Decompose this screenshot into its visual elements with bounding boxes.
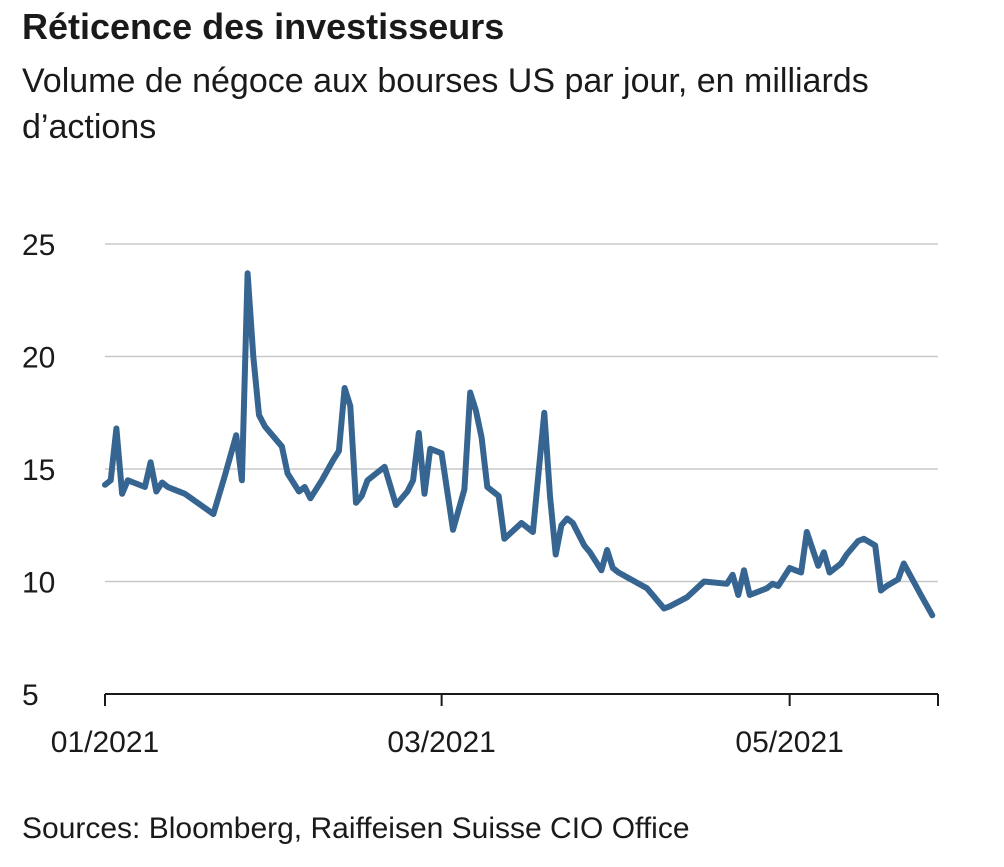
y-tick-label: 10 [22,567,55,600]
y-tick-label: 25 [22,229,55,262]
y-tick-label: 5 [22,679,39,712]
x-tick-label: 05/2021 [735,726,843,759]
source-note: Sources: Bloomberg, Raiffeisen Suisse CI… [22,812,690,845]
x-tick-label: 03/2021 [387,726,495,759]
y-tick-label: 15 [22,454,55,487]
x-tick-label: 01/2021 [51,726,159,759]
chart-title: Réticence des investisseurs [22,6,505,47]
chart-subtitle: Volume de négoce aux bourses US par jour… [22,62,869,146]
y-tick-label: 20 [22,342,55,375]
line-chart: 5 10 15 20 25 01/2021 03/2021 05/2021 [22,229,939,759]
series-line [102,270,936,619]
axes [104,693,939,706]
tick-labels: 5 10 15 20 25 01/2021 03/2021 05/2021 [22,229,844,759]
series-layer [102,270,936,619]
gridlines [105,243,938,583]
